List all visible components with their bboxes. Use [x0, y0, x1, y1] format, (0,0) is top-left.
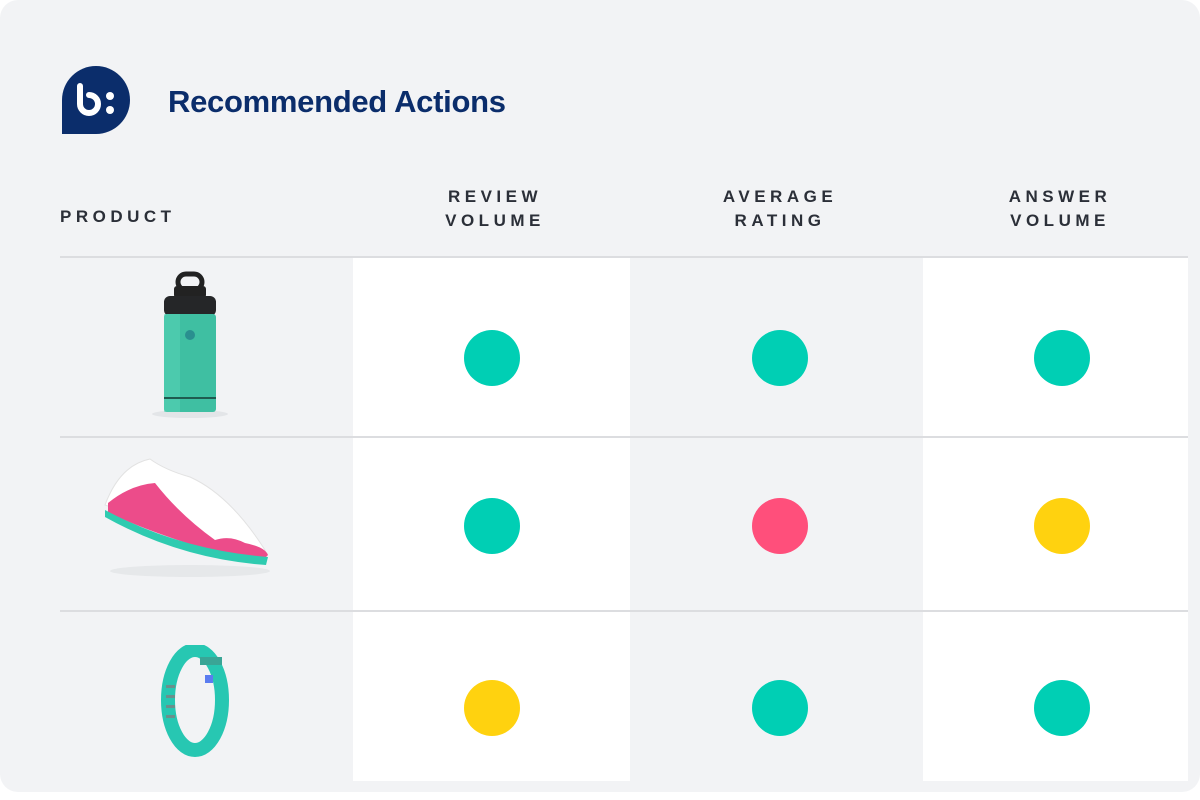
column-header-average-rating: AVERAGE RATING [722, 187, 838, 230]
water-bottle-icon [152, 271, 228, 418]
status-dot-review-volume-warning [464, 680, 520, 736]
status-dot-answer-volume-warning [1034, 498, 1090, 554]
page-title: Recommended Actions [168, 84, 506, 119]
column-header-product: PRODUCT [60, 207, 176, 226]
status-dot-answer-volume-good [1034, 680, 1090, 736]
column-header-review-volume: REVIEW VOLUME [445, 187, 545, 230]
brand-logo-icon [62, 66, 130, 134]
status-dot-average-rating-good [752, 680, 808, 736]
divider [60, 256, 1188, 258]
status-dot-review-volume-good [464, 330, 520, 386]
status-dot-average-rating-good [752, 330, 808, 386]
status-dot-average-rating-bad [752, 498, 808, 554]
sneaker-icon [104, 458, 270, 577]
fitness-band-icon [161, 645, 229, 757]
divider [60, 436, 1188, 438]
status-dot-review-volume-good [464, 498, 520, 554]
status-dot-answer-volume-good [1034, 330, 1090, 386]
column-header-answer-volume: ANSWER VOLUME [1008, 187, 1112, 230]
divider [60, 610, 1188, 612]
